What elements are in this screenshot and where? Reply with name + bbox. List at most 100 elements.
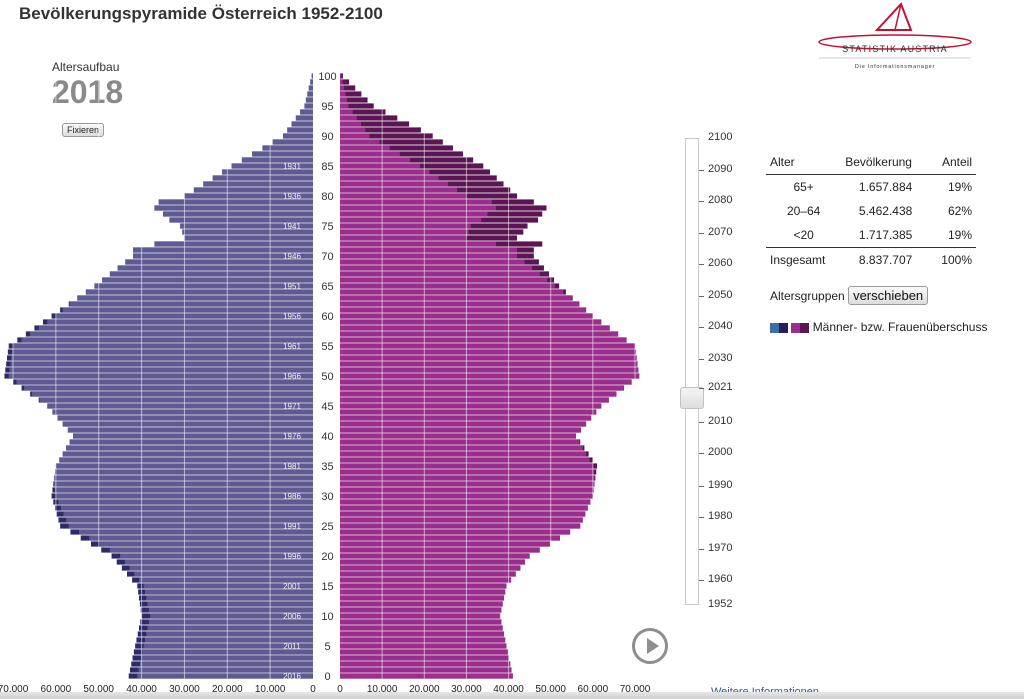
female-bar-common xyxy=(340,583,507,589)
female-bar-common xyxy=(340,223,471,229)
female-bar-common xyxy=(340,565,521,571)
female-bar-common xyxy=(340,331,619,337)
male-bar-common xyxy=(39,397,313,403)
male-bar-common xyxy=(57,415,314,421)
year-slider-handle[interactable] xyxy=(680,387,704,409)
male-bar-common xyxy=(137,673,313,679)
year-axis-label: 1970 xyxy=(708,542,733,554)
male-bar-common xyxy=(133,247,313,253)
year-axis-tick xyxy=(699,296,704,297)
fix-button[interactable]: Fixieren xyxy=(62,123,105,137)
stats-total-pop: 8.837.707 xyxy=(858,253,913,267)
table-row-total: Insgesamt 8.837.707 100% xyxy=(766,248,976,273)
female-bar-common xyxy=(340,601,503,607)
male-bar-common xyxy=(30,331,314,337)
x-tick-label: 40.000 xyxy=(126,684,157,695)
female-bar-common xyxy=(340,403,602,409)
male-bar-common xyxy=(125,259,314,265)
year-axis-label: 2090 xyxy=(708,163,733,175)
male-bar-common xyxy=(291,121,313,127)
horizontal-scrollbar[interactable] xyxy=(0,692,1024,699)
year-slider-track[interactable] xyxy=(685,138,699,605)
year-axis-tick xyxy=(699,233,704,234)
female-bar-common xyxy=(340,541,550,547)
male-bar-common xyxy=(73,433,313,439)
table-row: 65+ 1.657.884 19% xyxy=(766,175,976,200)
female-bar-common xyxy=(340,259,525,265)
female-bar xyxy=(340,151,464,157)
shift-agegroups-button[interactable]: verschieben xyxy=(848,286,929,305)
male-bar-common xyxy=(89,535,314,541)
female-bar-common xyxy=(340,79,343,85)
female-bar-common xyxy=(340,133,370,139)
age-tick-label: 10 xyxy=(321,611,333,623)
female-bar-common xyxy=(340,673,513,679)
male-bar-common xyxy=(147,625,313,631)
female-bar-common xyxy=(340,175,439,181)
male-bar-common xyxy=(300,109,313,115)
male-bar-common xyxy=(21,337,313,343)
female-bar-common xyxy=(340,289,564,295)
male-bar-common xyxy=(148,607,313,613)
male-bar-common xyxy=(184,235,313,241)
year-axis-label: 2000 xyxy=(708,446,733,458)
male-bar-common xyxy=(109,547,313,553)
female-bar xyxy=(340,91,362,97)
year-axis-label: 2050 xyxy=(708,289,733,301)
female-bar-common xyxy=(340,307,587,313)
female-bar-common xyxy=(340,547,540,553)
female-bar-common xyxy=(340,91,346,97)
female-bar-common xyxy=(340,427,582,433)
stats-header-share: Anteil xyxy=(930,150,976,175)
cohort-label: 1936 xyxy=(283,192,301,201)
female-bar-common xyxy=(340,169,430,175)
female-bar-common xyxy=(340,187,458,193)
female-bar-common xyxy=(340,235,467,241)
female-bar xyxy=(340,133,433,139)
female-bar-common xyxy=(340,523,581,529)
female-bar-common xyxy=(340,127,366,133)
female-bar-common xyxy=(340,391,617,397)
female-bar-common xyxy=(340,667,512,673)
male-bar-common xyxy=(69,439,313,445)
female-bar-common xyxy=(340,607,502,613)
male-bar-common xyxy=(203,181,313,187)
x-tick-label: 40.000 xyxy=(493,684,524,695)
x-tick-label: 20.000 xyxy=(409,684,440,695)
female-bar xyxy=(340,109,386,115)
male-bar-common xyxy=(61,505,313,511)
play-button[interactable] xyxy=(632,628,668,664)
age-tick-label: 80 xyxy=(321,191,333,203)
year-axis-tick xyxy=(699,580,704,581)
female-bar-common xyxy=(340,343,635,349)
female-bar-common xyxy=(340,421,587,427)
male-bar-common xyxy=(272,139,313,145)
legend-text: Männer- bzw. Frauenüberschuss xyxy=(812,320,988,334)
x-tick-label: 0 xyxy=(310,684,316,695)
male-bar-common xyxy=(193,187,313,193)
cohort-label: 1991 xyxy=(283,522,301,531)
male-bar-common xyxy=(139,661,313,667)
male-bar-common xyxy=(117,265,313,271)
year-axis-label: 2030 xyxy=(708,352,733,364)
logo-name: STATISTIK AUSTRIA xyxy=(842,44,948,54)
male-bar-common xyxy=(143,583,313,589)
male-bar-common xyxy=(16,379,314,385)
year-axis-label: 1990 xyxy=(708,479,733,491)
female-bar-common xyxy=(340,349,636,355)
year-axis-tick xyxy=(699,549,704,550)
age-tick-label: 5 xyxy=(324,641,330,653)
female-bar-common xyxy=(340,205,496,211)
age-tick-label: 55 xyxy=(321,341,333,353)
stats-share: 19% xyxy=(930,223,976,248)
male-bar-common xyxy=(262,145,313,151)
view-label: Altersaufbau xyxy=(52,60,120,74)
cohort-label: 2016 xyxy=(283,672,301,681)
statistik-austria-logo[interactable]: STATISTIK AUSTRIA Die Informationsmanage… xyxy=(815,0,975,72)
male-bar-common xyxy=(54,481,314,487)
cohort-label: 1986 xyxy=(283,492,301,501)
female-bar-common xyxy=(340,535,560,541)
female-bar-common xyxy=(340,637,506,643)
x-tick-label: 50.000 xyxy=(535,684,566,695)
female-bar-common xyxy=(340,217,482,223)
